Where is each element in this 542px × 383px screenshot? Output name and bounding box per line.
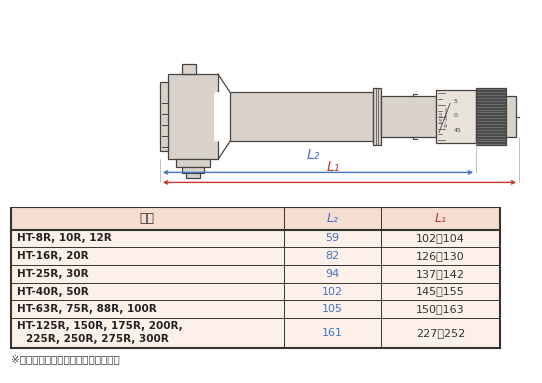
Bar <box>182 167 204 173</box>
Text: ※測定範囲により外観が異なります。: ※測定範囲により外観が異なります。 <box>11 354 119 364</box>
Bar <box>11 265 500 283</box>
Text: 126～130: 126～130 <box>416 251 465 261</box>
Text: L₁: L₁ <box>435 212 447 225</box>
Text: 145～155: 145～155 <box>416 286 465 296</box>
Text: HT-40R, 50R: HT-40R, 50R <box>17 286 89 296</box>
Text: L₂: L₂ <box>327 212 339 225</box>
Text: 137～142: 137～142 <box>416 269 465 279</box>
Bar <box>168 74 218 159</box>
Text: 0: 0 <box>454 113 458 118</box>
Bar <box>476 88 506 145</box>
Text: HT-8R, 10R, 12R: HT-8R, 10R, 12R <box>17 233 112 244</box>
Text: L₁: L₁ <box>326 160 340 174</box>
Text: HT-16R, 20R: HT-16R, 20R <box>17 251 88 261</box>
Bar <box>186 173 200 178</box>
Text: 45: 45 <box>454 128 462 133</box>
Bar <box>11 283 500 300</box>
Bar <box>373 88 381 145</box>
Text: HT-40
30~40mm: HT-40 30~40mm <box>440 106 448 127</box>
Text: L₂: L₂ <box>306 148 320 162</box>
Bar <box>230 92 373 141</box>
Text: 94: 94 <box>326 269 340 279</box>
Bar <box>11 229 500 247</box>
Bar <box>176 159 210 167</box>
Text: HT-63R, 75R, 88R, 100R: HT-63R, 75R, 88R, 100R <box>17 304 157 314</box>
Text: 161: 161 <box>322 328 343 338</box>
Bar <box>436 90 476 143</box>
Text: 105: 105 <box>322 304 343 314</box>
Bar <box>11 318 500 347</box>
Text: 59: 59 <box>326 233 340 244</box>
Text: 82: 82 <box>326 251 340 261</box>
FancyBboxPatch shape <box>214 92 232 141</box>
Bar <box>160 82 168 151</box>
Bar <box>11 300 500 318</box>
Bar <box>182 64 196 74</box>
Text: 102: 102 <box>322 286 343 296</box>
Text: 102～104: 102～104 <box>416 233 465 244</box>
Bar <box>11 207 500 229</box>
Text: HT-125R, 150R, 175R, 200R,: HT-125R, 150R, 175R, 200R, <box>17 321 183 331</box>
Bar <box>381 96 436 137</box>
Text: 225R, 250R, 275R, 300R: 225R, 250R, 275R, 300R <box>27 334 169 344</box>
Bar <box>11 247 500 265</box>
Text: 5: 5 <box>454 99 458 105</box>
Text: 227～252: 227～252 <box>416 328 465 338</box>
Bar <box>506 96 516 137</box>
Text: 150～163: 150～163 <box>416 304 465 314</box>
Text: 符号: 符号 <box>140 212 155 225</box>
Text: HT-25R, 30R: HT-25R, 30R <box>17 269 88 279</box>
